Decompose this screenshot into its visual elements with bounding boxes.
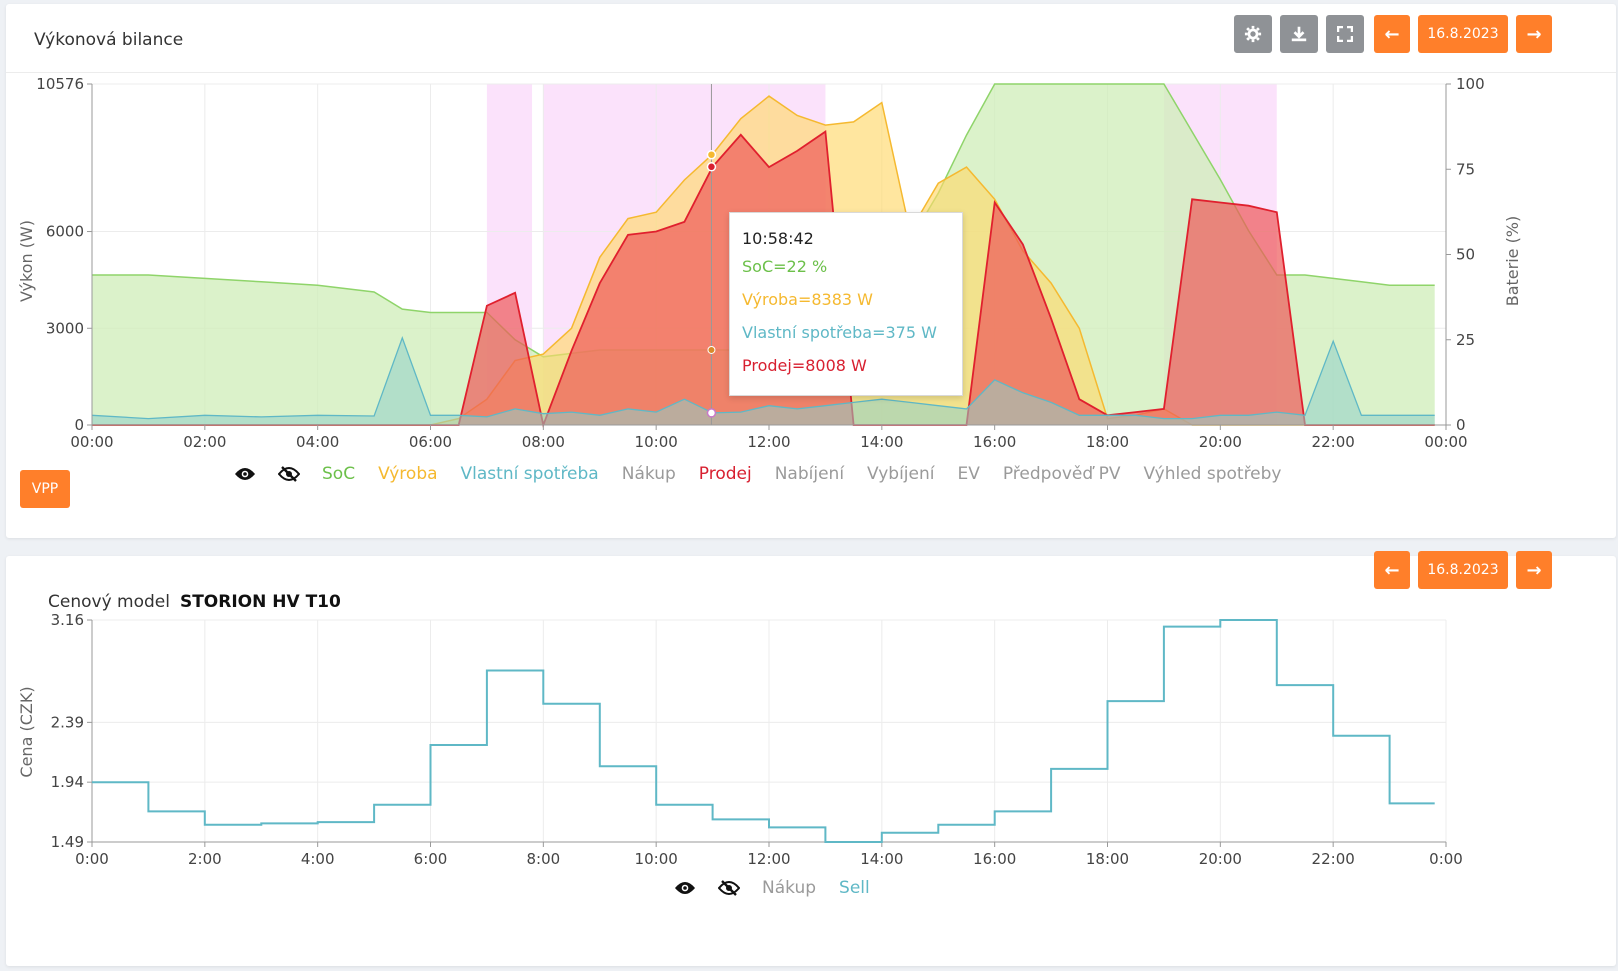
price-model-title: Cenový model STORION HV T10 bbox=[48, 592, 341, 612]
chart-tooltip: 10:58:42 SoC=22 % Výroba=8383 W Vlastní … bbox=[729, 212, 963, 396]
eye-hide-all-icon[interactable] bbox=[718, 880, 740, 896]
price-model-label: Cenový model bbox=[48, 592, 170, 612]
y2-axis-title: Baterie (%) bbox=[1503, 216, 1522, 307]
x-tick-label: 18:00 bbox=[1086, 433, 1129, 451]
header-divider bbox=[6, 72, 1616, 73]
legend-item-nákup[interactable]: Nákup bbox=[762, 878, 817, 898]
power-balance-title: Výkonová bilance bbox=[34, 30, 184, 50]
settings-button[interactable] bbox=[1234, 15, 1272, 53]
tooltip-spotreba: Vlastní spotřeba=375 W bbox=[742, 323, 937, 342]
y2-tick-label: 75 bbox=[1456, 160, 1475, 178]
price-model-name: STORION HV T10 bbox=[179, 592, 341, 612]
price-date-picker-button[interactable]: 16.8.2023 bbox=[1418, 551, 1508, 589]
power-legend: SoC Výroba Vlastní spotřeba Nákup Prodej Nabí… bbox=[234, 464, 1305, 484]
legend-item-prodej[interactable]: Prodej bbox=[698, 464, 752, 484]
legend-item-soc[interactable]: SoC bbox=[322, 464, 356, 484]
y-axis-title: Výkon (W) bbox=[17, 220, 36, 302]
price-model-card: Cenový model STORION HV T10 ← 16.8.2023 →… bbox=[6, 551, 1616, 966]
legend-item-sell[interactable]: Sell bbox=[839, 878, 870, 898]
x-tick-label: 10:00 bbox=[635, 433, 678, 451]
eye-show-all-icon[interactable] bbox=[234, 466, 256, 482]
legend-item-výroba[interactable]: Výroba bbox=[378, 464, 438, 484]
power-balance-card: Výkonová bilance ← 16.8.2023 → 0 3000 6000… bbox=[6, 4, 1616, 538]
x-tick-label: 14:00 bbox=[860, 433, 903, 451]
legend-item-vybíjení[interactable]: Vybíjení bbox=[867, 464, 935, 484]
x-tick-label: 16:00 bbox=[973, 433, 1016, 451]
price-prev-day-button[interactable]: ← bbox=[1374, 551, 1410, 589]
y2-tick-label: 0 bbox=[1456, 416, 1466, 434]
x-tick-label: 10:00 bbox=[635, 850, 678, 868]
y-tick-label: 0 bbox=[74, 416, 84, 434]
vpp-button[interactable]: VPP bbox=[20, 470, 70, 508]
tooltip-soc: SoC=22 % bbox=[742, 257, 828, 276]
y-tick-label: 1.94 bbox=[51, 773, 84, 791]
x-tick-label: 16:00 bbox=[973, 850, 1016, 868]
x-tick-label: 14:00 bbox=[860, 850, 903, 868]
x-tick-label: 02:00 bbox=[183, 433, 226, 451]
x-tick-label: 12:00 bbox=[747, 433, 790, 451]
legend-item-nákup[interactable]: Nákup bbox=[621, 464, 676, 484]
x-tick-label: 08:00 bbox=[522, 433, 565, 451]
x-tick-label: 22:00 bbox=[1312, 850, 1355, 868]
y2-tick-label: 50 bbox=[1456, 246, 1475, 264]
price-legend: Nákup Sell bbox=[674, 878, 893, 898]
fullscreen-icon bbox=[1337, 26, 1353, 42]
marker-soc bbox=[707, 345, 716, 354]
x-tick-label: 0:00 bbox=[75, 850, 109, 868]
price-next-day-button[interactable]: → bbox=[1516, 551, 1552, 589]
x-tick-label: 20:00 bbox=[1199, 850, 1242, 868]
x-tick-label: 18:00 bbox=[1086, 850, 1129, 868]
x-tick-label: 4:00 bbox=[301, 850, 335, 868]
prev-day-button[interactable]: ← bbox=[1374, 15, 1410, 53]
legend-item-vlastní-spotřeba[interactable]: Vlastní spotřeba bbox=[460, 464, 599, 484]
x-tick-label: 20:00 bbox=[1199, 433, 1242, 451]
x-tick-label: 00:00 bbox=[70, 433, 113, 451]
x-tick-label: 00:00 bbox=[1424, 433, 1467, 451]
eye-hide-all-icon[interactable] bbox=[278, 466, 300, 482]
eye-show-all-icon[interactable] bbox=[674, 880, 696, 896]
legend-item-nabíjení[interactable]: Nabíjení bbox=[774, 464, 845, 484]
y-tick-label: 3000 bbox=[46, 319, 84, 337]
x-tick-label: 8:00 bbox=[526, 850, 560, 868]
marker-spotreba bbox=[706, 408, 717, 418]
series-sell-line bbox=[92, 619, 1435, 843]
legend-item-ev[interactable]: EV bbox=[957, 464, 980, 484]
price-chart: 1.49 1.94 2.39 3.16 0:00 2:00 4:00 6:00 8:00 10:0… bbox=[17, 611, 1463, 868]
gear-icon bbox=[1244, 25, 1262, 43]
x-tick-label: 6:00 bbox=[414, 850, 448, 868]
download-button[interactable] bbox=[1280, 15, 1318, 53]
legend-item-výhled-spotřeby[interactable]: Výhled spotřeby bbox=[1143, 464, 1282, 484]
next-day-button[interactable]: → bbox=[1516, 15, 1552, 53]
tooltip-prodej: Prodej=8008 W bbox=[742, 356, 867, 375]
x-tick-label: 2:00 bbox=[188, 850, 222, 868]
y-tick-label: 3.16 bbox=[51, 611, 84, 629]
download-icon bbox=[1291, 26, 1307, 42]
y2-tick-label: 25 bbox=[1456, 331, 1475, 349]
y-axis-title: Cena (CZK) bbox=[17, 686, 36, 777]
fullscreen-button[interactable] bbox=[1326, 15, 1364, 53]
y-tick-label: 6000 bbox=[46, 223, 84, 241]
tooltip-time: 10:58:42 bbox=[742, 229, 814, 248]
y-tick-label: 1.49 bbox=[51, 833, 84, 851]
marker-vyroba bbox=[706, 149, 717, 160]
legend-item-předpověď-pv[interactable]: Předpověď PV bbox=[1002, 464, 1121, 484]
x-tick-label: 04:00 bbox=[296, 433, 339, 451]
x-tick-label: 22:00 bbox=[1312, 433, 1355, 451]
marker-prodej bbox=[706, 162, 717, 172]
y2-tick-label: 100 bbox=[1456, 75, 1485, 93]
date-picker-button[interactable]: 16.8.2023 bbox=[1418, 15, 1508, 53]
y-tick-label: 2.39 bbox=[51, 713, 84, 731]
y-tick-label: 10576 bbox=[36, 75, 84, 93]
tooltip-vyroba: Výroba=8383 W bbox=[742, 290, 873, 309]
series-spotreba-line bbox=[91, 335, 1435, 420]
series-soc-area bbox=[92, 84, 1435, 425]
x-tick-label: 06:00 bbox=[409, 433, 452, 451]
x-tick-label: 0:00 bbox=[1429, 850, 1463, 868]
x-tick-label: 12:00 bbox=[747, 850, 790, 868]
